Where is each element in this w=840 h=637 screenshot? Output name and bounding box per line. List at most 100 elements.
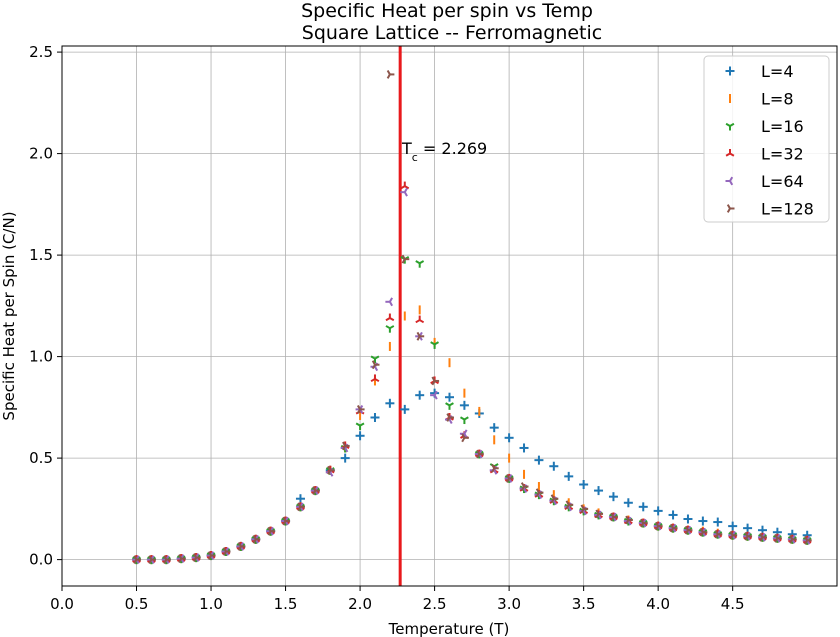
legend-label: L=128 bbox=[761, 200, 814, 219]
data-point bbox=[729, 530, 738, 540]
x-tick-label: 0.5 bbox=[125, 595, 149, 613]
data-point bbox=[683, 514, 693, 524]
data-point bbox=[416, 331, 425, 341]
y-tick-label: 1.0 bbox=[29, 348, 53, 366]
data-point bbox=[699, 527, 708, 537]
data-point bbox=[295, 494, 305, 504]
data-point bbox=[385, 313, 395, 322]
data-point bbox=[714, 529, 723, 539]
legend-marker-0 bbox=[725, 66, 735, 76]
x-tick-label: 2.5 bbox=[423, 595, 447, 613]
data-point bbox=[356, 404, 365, 414]
data-point bbox=[400, 181, 410, 190]
data-point bbox=[222, 547, 231, 556]
data-point bbox=[370, 413, 380, 423]
data-point bbox=[579, 479, 589, 489]
legend-label: L=16 bbox=[761, 117, 804, 136]
data-point bbox=[446, 413, 454, 422]
data-point bbox=[400, 404, 410, 414]
data-point bbox=[505, 473, 514, 483]
data-point bbox=[535, 488, 544, 498]
data-point bbox=[698, 516, 708, 526]
data-point bbox=[445, 402, 454, 410]
data-point bbox=[459, 400, 469, 410]
x-tick-label: 0.0 bbox=[50, 595, 74, 613]
data-point bbox=[163, 555, 171, 565]
data-point bbox=[267, 526, 276, 536]
data-point bbox=[282, 516, 291, 526]
data-point bbox=[595, 509, 604, 519]
data-point bbox=[789, 534, 797, 544]
data-point bbox=[638, 502, 648, 512]
data-point bbox=[655, 521, 663, 531]
data-point bbox=[400, 187, 408, 197]
data-point bbox=[653, 506, 663, 516]
data-point bbox=[668, 510, 678, 520]
series-l-4 bbox=[132, 388, 812, 565]
data-point bbox=[608, 492, 618, 502]
series-l-16 bbox=[132, 256, 812, 565]
legend-marker-3 bbox=[725, 149, 735, 157]
x-tick-label: 1.0 bbox=[199, 595, 223, 613]
x-tick-label: 3.0 bbox=[497, 595, 521, 613]
data-point bbox=[340, 453, 350, 463]
data-point bbox=[534, 455, 544, 465]
data-point bbox=[327, 465, 335, 475]
series-l-8 bbox=[135, 305, 809, 565]
data-point bbox=[252, 534, 261, 544]
axis-ticks: 0.0 0.5 1.0 1.5 2.0 2.5 3.0 3.5 4.0 4.5 0.0 0.5 1.0 1… bbox=[29, 43, 744, 613]
data-point bbox=[565, 500, 574, 510]
legend: L=4 L=8 L=16 L=32 L=64 L=128 bbox=[703, 55, 830, 223]
grid-lines bbox=[61, 46, 837, 586]
series-l-32 bbox=[132, 181, 812, 563]
data-point bbox=[774, 533, 782, 543]
y-tick-label: 0.5 bbox=[29, 449, 53, 467]
data-point bbox=[371, 360, 380, 370]
x-tick-label: 4.5 bbox=[721, 595, 745, 613]
data-point bbox=[385, 325, 395, 333]
data-point bbox=[610, 512, 618, 522]
data-point bbox=[430, 341, 440, 349]
data-point bbox=[743, 523, 753, 533]
data-point bbox=[415, 315, 425, 324]
data-point bbox=[550, 494, 559, 504]
data-point bbox=[148, 555, 156, 565]
data-point bbox=[520, 482, 529, 491]
chart-title: Specific Heat per spin vs Temp bbox=[301, 0, 593, 22]
data-point bbox=[370, 355, 380, 364]
data-point bbox=[491, 463, 499, 473]
y-tick-label: 0.0 bbox=[29, 551, 53, 569]
data-point bbox=[669, 523, 678, 533]
data-point bbox=[401, 254, 410, 264]
series-l-64 bbox=[132, 187, 811, 565]
data-point bbox=[415, 390, 425, 400]
legend-label: L=32 bbox=[761, 145, 804, 164]
data-markers bbox=[132, 70, 812, 565]
data-point bbox=[804, 535, 812, 545]
data-point bbox=[386, 70, 395, 79]
legend-label: L=64 bbox=[761, 172, 804, 191]
data-point bbox=[728, 521, 738, 531]
critical-temperature-annotation: Tc = 2.269 bbox=[401, 139, 487, 164]
data-point bbox=[759, 532, 767, 542]
x-tick-label: 1.5 bbox=[274, 595, 298, 613]
data-point bbox=[385, 297, 394, 307]
data-point bbox=[193, 553, 201, 562]
data-point bbox=[459, 416, 469, 425]
data-point bbox=[385, 398, 395, 408]
data-point bbox=[580, 504, 589, 514]
data-point bbox=[237, 542, 246, 551]
data-point bbox=[133, 555, 142, 565]
data-point bbox=[430, 390, 438, 400]
data-point bbox=[713, 517, 723, 527]
plot-area-frame bbox=[61, 45, 838, 587]
data-point bbox=[207, 551, 216, 560]
legend-marker-5 bbox=[726, 204, 735, 213]
data-point bbox=[684, 525, 693, 535]
data-point bbox=[549, 461, 559, 471]
data-point bbox=[445, 392, 454, 402]
data-point bbox=[355, 431, 365, 441]
data-point bbox=[594, 486, 604, 496]
data-point bbox=[564, 471, 574, 481]
legend-frame bbox=[703, 55, 830, 223]
